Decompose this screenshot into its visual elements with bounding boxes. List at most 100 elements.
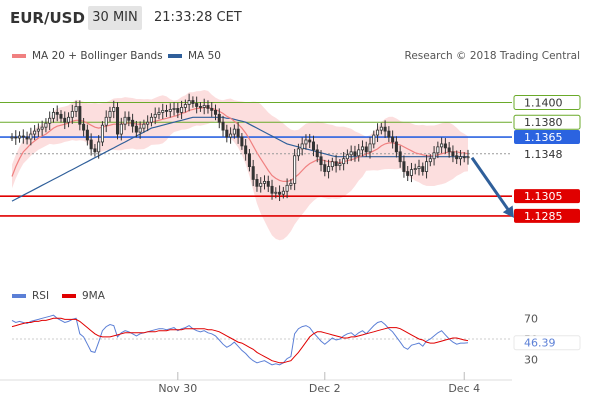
candle-down — [353, 151, 357, 157]
candle — [379, 122, 383, 135]
candle-up — [168, 109, 172, 112]
candle-up — [112, 107, 116, 112]
candle — [127, 111, 131, 127]
candle-up — [44, 122, 48, 128]
candle — [123, 111, 127, 131]
candle — [425, 154, 429, 179]
candle-up — [466, 156, 470, 159]
candle-up — [161, 110, 165, 113]
rsi-9ma-line — [11, 317, 469, 364]
candle — [213, 104, 218, 121]
legend-ma50: MA 50 — [168, 50, 221, 62]
candle — [447, 141, 451, 158]
candle — [138, 121, 142, 139]
candle-down — [406, 171, 410, 176]
candle — [85, 124, 89, 146]
candle-down — [251, 166, 255, 180]
candle — [394, 136, 398, 158]
ma50-swatch-icon — [168, 54, 182, 58]
rsi-line — [11, 314, 469, 366]
legend-ma20-label: MA 20 + Bollinger Bands — [32, 50, 163, 62]
candle-up — [417, 166, 421, 169]
candle — [134, 120, 138, 138]
candle — [97, 135, 101, 159]
candle — [157, 107, 161, 120]
candle — [345, 149, 349, 165]
candle-down — [14, 136, 18, 139]
candle-up — [229, 133, 233, 138]
candle-up — [349, 151, 353, 156]
candle — [206, 100, 210, 114]
candle-up — [123, 116, 127, 125]
candle — [48, 111, 52, 131]
candle-down — [402, 161, 406, 172]
candle-down — [195, 103, 199, 107]
candle-down — [134, 125, 138, 133]
candle-down — [266, 180, 270, 187]
candle-down — [421, 166, 425, 172]
candle — [338, 158, 342, 171]
candle-up — [425, 161, 429, 172]
candle-up — [436, 146, 440, 154]
price-tag-bg — [514, 146, 580, 161]
candle-down — [240, 136, 244, 147]
candle — [244, 139, 248, 161]
price-tag-label: 1.1348 — [524, 148, 563, 161]
candle — [327, 159, 331, 179]
candle-down — [443, 143, 447, 149]
rsi-current-label: 46.39 — [524, 337, 556, 350]
candle — [364, 141, 368, 157]
candle-up — [36, 128, 40, 132]
legend-rsi: RSI — [12, 290, 49, 302]
symbol-label: EUR/USD — [10, 9, 85, 27]
candle-down — [391, 136, 395, 143]
candle-up — [413, 168, 417, 170]
candle — [180, 100, 184, 119]
candle-down — [191, 100, 195, 104]
candle-up — [104, 116, 108, 126]
candle — [149, 113, 153, 127]
candle — [334, 154, 338, 173]
candle — [289, 179, 293, 190]
candle — [349, 145, 353, 162]
candle-up — [67, 116, 71, 123]
candle — [357, 144, 361, 162]
candle — [82, 117, 86, 137]
candle — [311, 135, 316, 157]
candle — [443, 138, 447, 154]
price-tag-label: 1.1380 — [524, 116, 563, 129]
candle — [323, 159, 327, 177]
candle — [119, 117, 123, 141]
candle — [421, 162, 425, 176]
candle — [229, 127, 233, 144]
candle — [142, 119, 146, 133]
candle — [270, 179, 274, 200]
candle-down — [447, 147, 451, 153]
ma9-swatch-icon — [62, 294, 76, 298]
candle — [21, 129, 25, 144]
candle-up — [379, 126, 383, 131]
timeframe-badge[interactable]: 30 MIN — [88, 6, 142, 30]
candle-up — [330, 161, 334, 168]
candle — [440, 137, 444, 154]
price-tag-bg — [513, 95, 581, 111]
price-tag-1.1365: 1.1365 — [514, 130, 580, 145]
candle-up — [183, 104, 187, 108]
price-tag-label: 1.1305 — [524, 190, 563, 203]
candle-down — [78, 106, 82, 125]
candle-down — [270, 185, 274, 194]
candle-up — [440, 143, 444, 148]
candle — [466, 149, 470, 165]
candle — [308, 133, 312, 148]
candle — [18, 131, 22, 143]
candle-down — [364, 146, 368, 153]
candle — [251, 159, 255, 187]
candle-up — [10, 136, 14, 139]
candle — [70, 104, 74, 124]
forecast-arrow-head-icon — [502, 205, 514, 218]
bollinger-band — [12, 90, 468, 241]
candle — [51, 107, 55, 123]
candle — [296, 143, 300, 161]
candle-up — [180, 107, 184, 113]
